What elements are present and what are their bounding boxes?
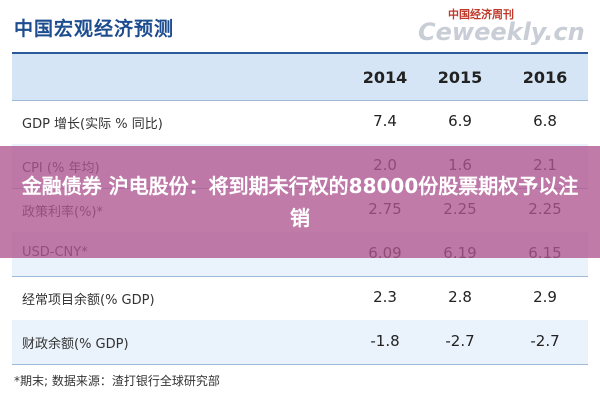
row-label: GDP 增长(实际 % 同比) [22, 117, 163, 132]
cell-value: -1.8 [370, 332, 400, 350]
cell-value: 2.9 [533, 288, 557, 306]
row-label: 财政余额(% GDP) [22, 337, 129, 352]
cell-value: 6.8 [533, 112, 557, 130]
cell-value: 7.4 [373, 112, 397, 130]
title: 中国宏观经济预测 [14, 18, 175, 40]
cell-value: 6.9 [448, 112, 472, 130]
column-header: 2014 [362, 68, 408, 87]
table-row: 经常项目余额(% GDP) 2.3 2.8 2.9 [12, 276, 588, 321]
header-row: 2014 2015 2016 [12, 54, 588, 101]
column-header: 2016 [522, 68, 568, 87]
row-label: 经常项目余额(% GDP) [22, 293, 155, 308]
banner: 金融债券 沪电股份：将到期未行权的88000份股票期权予以注销 [0, 146, 600, 258]
cell-value: 2.3 [373, 288, 397, 306]
logo-top: 中国经济周刊 [448, 8, 514, 21]
cell-value: -2.7 [530, 332, 560, 350]
cell-value: 2.8 [448, 288, 472, 306]
cell-value: -2.7 [445, 332, 475, 350]
logo: Ceweekly.cn [418, 18, 585, 46]
table-row: GDP 增长(实际 % 同比) 7.4 6.9 6.8 [12, 100, 588, 145]
banner-text: 金融债券 沪电股份：将到期未行权的88000份股票期权予以注销 [21, 174, 579, 230]
footnote: *期末; 数据来源：渣打银行全球研究部 [14, 374, 220, 388]
table-row: 财政余额(% GDP) -1.8 -2.7 -2.7 [12, 320, 588, 365]
column-header: 2015 [437, 68, 483, 87]
